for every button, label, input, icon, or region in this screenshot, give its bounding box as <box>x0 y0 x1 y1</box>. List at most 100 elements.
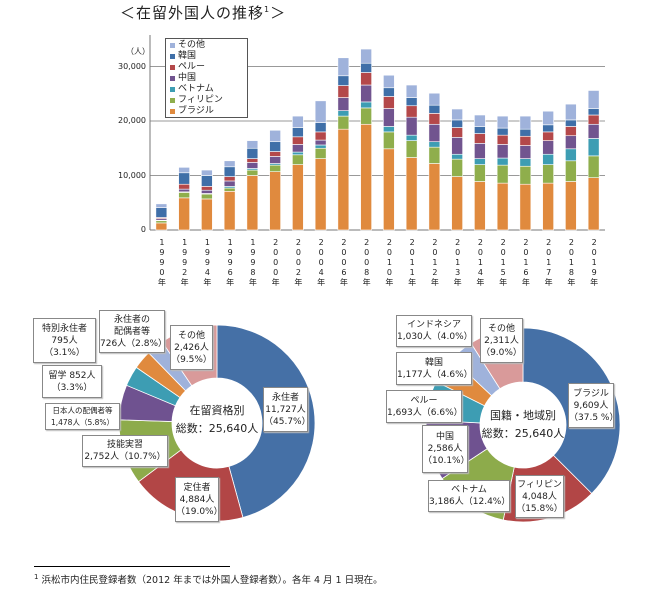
bar-segment <box>428 146 441 164</box>
footnote-text: 浜松市内住民登録者数（2012 年までは外国人登録者数）。各年 4 月 1 日現… <box>41 575 383 586</box>
legend-item: ベトナム <box>170 84 247 95</box>
legend-swatch <box>170 65 175 70</box>
bar-segment <box>496 134 509 145</box>
slice-label-line: （37.5 %） <box>569 412 619 423</box>
bar-segment <box>428 163 441 231</box>
bar-segment <box>542 182 554 231</box>
bar-segment <box>474 126 486 134</box>
slice-label-line: 1,177人（4.6%） <box>397 369 473 380</box>
bar-segment <box>405 140 418 158</box>
slice-label-line: 11,727人 <box>265 404 306 415</box>
bar-segment <box>565 135 577 150</box>
x-tick-label: 2013年 <box>453 238 463 287</box>
bar-segment <box>292 151 304 156</box>
bar-segment <box>383 131 395 150</box>
x-tick-label: 2008年 <box>362 238 372 287</box>
slice-label-line: 1,693人（6.6%） <box>387 407 463 418</box>
bar-segment <box>246 175 259 231</box>
legend-item: 韓国 <box>170 51 247 62</box>
bar-segment <box>337 110 350 117</box>
center-text-line: 総数：25,640人 <box>175 422 259 435</box>
bar-segment <box>314 131 327 141</box>
bar-segment <box>405 105 418 118</box>
bar-segment <box>405 116 418 136</box>
slice-label-line: インドネシア <box>406 320 461 330</box>
bar-segment <box>428 92 441 106</box>
title-close: ＞ <box>270 4 287 22</box>
legend-label: 中国 <box>178 73 197 83</box>
slice-label-line: 永住者の <box>113 314 150 325</box>
bar-segment <box>565 119 577 127</box>
x-tick-label: 2018年 <box>566 238 576 287</box>
slice-label-line: ブラジル <box>573 388 609 399</box>
bar-segment <box>246 147 259 159</box>
bar-segment <box>360 107 372 125</box>
bar-segment <box>246 158 259 163</box>
slice-label-box: 定住者 4,884人 （19.0%） <box>175 477 223 522</box>
bar-segment <box>405 157 418 231</box>
bar-segment <box>565 160 577 182</box>
center-text-line: 総数：25,640人 <box>481 427 565 440</box>
footnote-divider <box>34 566 230 567</box>
bar-segment <box>337 85 350 98</box>
slice-label-line: 4,884人 <box>179 494 215 505</box>
bar-segment <box>519 135 532 146</box>
bar-segment <box>451 108 463 121</box>
y-tick-label: 30,000 <box>118 61 146 71</box>
donut-center-text: 国籍・地域別 総数：25,640人 <box>478 407 568 443</box>
slice-label-line: 2,752人（10.7%） <box>84 452 166 462</box>
x-tick-label: 1992年 <box>180 238 190 287</box>
slice-label-line: ペルー <box>410 395 438 406</box>
slice-label-line: （19.0%） <box>176 506 223 517</box>
bar-segment <box>201 198 213 231</box>
bar-segment <box>428 123 441 143</box>
x-tick-label: 2011年 <box>407 238 417 287</box>
slice-label-line: （9.0%） <box>481 347 522 358</box>
bar-segment <box>587 108 600 116</box>
x-tick-label: 2017年 <box>544 238 554 287</box>
y-tick-label: 20,000 <box>118 116 146 125</box>
bar-segment <box>587 114 600 125</box>
legend-label: その他 <box>178 40 206 50</box>
slice-label-line: （15.8%） <box>516 503 563 514</box>
bar-segment <box>496 127 509 136</box>
bar-segment <box>587 90 600 109</box>
bar-segment <box>337 115 350 130</box>
bar-segment <box>246 162 259 169</box>
slice-label-line: 2,586人 <box>427 444 463 454</box>
bar-segment <box>223 176 236 182</box>
bar-segment <box>178 192 190 199</box>
slice-label-line: 795人 <box>51 335 78 346</box>
slice-label-line: フィリピン <box>517 479 562 490</box>
bar-segment <box>519 145 532 159</box>
bar-segment <box>383 74 395 89</box>
bar-segment <box>383 87 395 97</box>
bar-segment <box>496 164 509 184</box>
bar-segment <box>542 164 554 184</box>
y-axis-unit: （人） <box>126 47 150 56</box>
bar-segment <box>451 176 463 231</box>
slice-label-box: 永住者 11,727人 （45.7%） <box>263 387 311 432</box>
bar-segment <box>383 108 395 127</box>
bar-segment <box>519 115 532 130</box>
bar-segment <box>383 148 395 231</box>
bar-segment <box>246 169 259 176</box>
bar-segment <box>292 127 304 138</box>
bar-segment <box>155 220 168 224</box>
bar-segment <box>360 84 372 103</box>
bar-segment <box>428 104 441 114</box>
slice-label-line: （3.1%） <box>44 347 85 358</box>
x-tick-label: 2016年 <box>521 238 531 287</box>
slice-label-box: 日本人の配偶者等 1,478人（5.8%） <box>45 403 120 430</box>
bar-segment <box>223 180 236 187</box>
bar-segment <box>496 157 509 166</box>
title-footnote-mark: 1 <box>264 5 271 14</box>
slice-label-line: 中国 <box>435 432 454 442</box>
bar-segment <box>451 153 463 160</box>
bar-segment <box>201 193 213 200</box>
legend-label: ペルー <box>178 62 206 72</box>
bar-segment <box>474 143 486 159</box>
bar-segment <box>565 181 577 231</box>
bar-segment <box>519 183 532 231</box>
bar-segment <box>269 141 281 152</box>
